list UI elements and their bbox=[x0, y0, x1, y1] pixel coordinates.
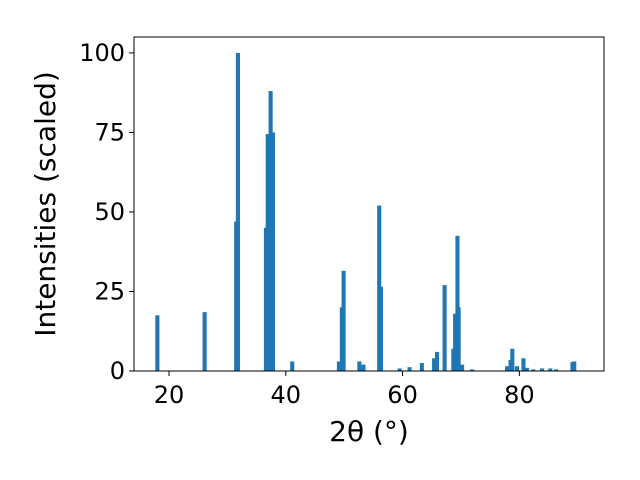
bar bbox=[270, 132, 275, 371]
y-axis-label: Intensities (scaled) bbox=[29, 71, 62, 337]
bar bbox=[531, 369, 536, 371]
bar bbox=[235, 52, 240, 372]
x-tick-label: 60 bbox=[387, 381, 418, 409]
y-tick-label: 25 bbox=[94, 277, 125, 305]
bar bbox=[524, 367, 529, 371]
bar bbox=[456, 307, 461, 371]
bar bbox=[336, 361, 341, 371]
bar bbox=[407, 367, 412, 371]
x-axis: 20 40 60 80 bbox=[154, 371, 535, 409]
bar bbox=[265, 134, 270, 371]
bar bbox=[521, 358, 526, 371]
bar bbox=[548, 368, 553, 371]
bars-group bbox=[155, 52, 577, 372]
y-tick-label: 0 bbox=[110, 357, 125, 385]
plot-frame bbox=[133, 36, 605, 372]
bar bbox=[572, 361, 577, 371]
x-tick-label: 40 bbox=[271, 381, 302, 409]
bar bbox=[357, 361, 362, 371]
bar bbox=[432, 358, 437, 371]
x-axis-label: 2θ (°) bbox=[329, 415, 409, 448]
bar bbox=[455, 235, 460, 371]
bar bbox=[361, 364, 366, 371]
y-tick-label: 100 bbox=[79, 39, 125, 67]
bar bbox=[341, 270, 346, 371]
bar bbox=[290, 361, 295, 371]
bar bbox=[202, 312, 207, 371]
bar bbox=[510, 348, 515, 371]
y-tick-label: 50 bbox=[94, 198, 125, 226]
x-tick-label: 20 bbox=[154, 381, 185, 409]
bar bbox=[434, 351, 440, 371]
bar bbox=[554, 369, 559, 371]
bar bbox=[378, 286, 384, 371]
bar bbox=[470, 369, 475, 371]
x-tick-label: 80 bbox=[504, 381, 535, 409]
y-tick-label: 75 bbox=[94, 118, 125, 146]
bar bbox=[540, 368, 545, 371]
bar bbox=[268, 91, 273, 371]
bar bbox=[460, 364, 465, 371]
bar bbox=[453, 313, 458, 371]
bar bbox=[505, 366, 510, 371]
bar bbox=[419, 363, 424, 371]
bar bbox=[442, 285, 447, 371]
bar bbox=[514, 366, 520, 371]
bar bbox=[155, 315, 160, 371]
y-axis: 0 25 50 75 100 bbox=[79, 39, 134, 385]
bar bbox=[397, 368, 402, 371]
